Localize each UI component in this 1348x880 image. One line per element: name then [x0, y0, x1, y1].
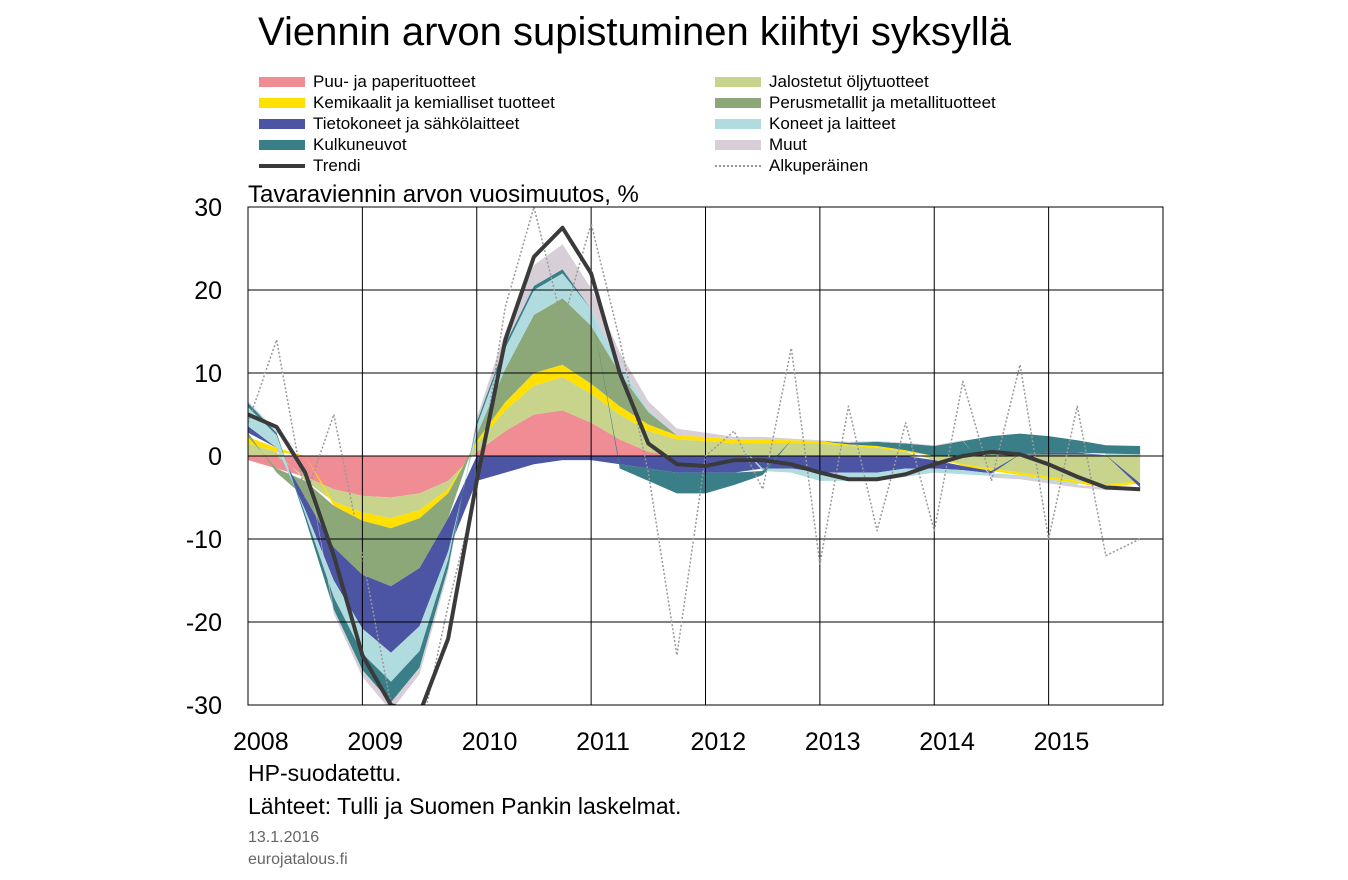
- legend-label: Puu- ja paperituotteet: [313, 72, 476, 91]
- x-tick-label: 2010: [462, 728, 518, 756]
- legend-label: Trendi: [313, 156, 361, 175]
- legend-label: Muut: [769, 135, 807, 154]
- x-tick-label: 2014: [919, 728, 975, 756]
- x-tick-label: 2013: [805, 728, 861, 756]
- filter-note: HP-suodatettu.: [248, 760, 402, 786]
- plot-area: [248, 244, 1141, 705]
- legend-item-tietokoneet-ja-sahkolaitteet: Tietokoneet ja sähkölaitteet: [259, 114, 519, 134]
- legend-label: Kemikaalit ja kemialliset tuotteet: [313, 93, 555, 112]
- x-tick-label: 2011: [576, 728, 630, 756]
- plot-frame: [247, 206, 1164, 706]
- y-tick-label: -20: [186, 609, 222, 637]
- legend-swatch: [715, 165, 761, 167]
- legend-swatch: [715, 140, 761, 150]
- legend-label: Tietokoneet ja sähkölaitteet: [313, 114, 520, 133]
- legend-label: Perusmetallit ja metallituotteet: [769, 93, 996, 112]
- legend-swatch: [259, 119, 305, 129]
- y-tick-label: 20: [194, 277, 222, 305]
- legend-swatch: [259, 140, 305, 150]
- legend-item-puu-ja-paperituotteet: Puu- ja paperituotteet: [259, 72, 476, 92]
- legend-swatch: [259, 77, 305, 87]
- chart-title: Viennin arvon supistuminen kiihtyi syksy…: [258, 10, 1011, 54]
- legend-item-koneet-ja-laitteet: Koneet ja laitteet: [715, 114, 896, 134]
- area-tietokoneet-ja-sahkolaitteet: [248, 426, 1141, 653]
- y-tick-label: -10: [186, 526, 222, 554]
- legend-swatch: [259, 164, 305, 168]
- legend-swatch: [715, 77, 761, 87]
- legend-item-trendi: Trendi: [259, 156, 361, 176]
- legend-item-alkuperainen: Alkuperäinen: [715, 156, 868, 176]
- legend-swatch: [715, 98, 761, 108]
- publish-date: 13.1.2016: [248, 829, 320, 846]
- y-tick-label: 0: [208, 443, 222, 471]
- y-tick-label: 30: [194, 194, 222, 222]
- x-tick-label: 2008: [233, 728, 289, 756]
- series-lines: [248, 207, 1141, 705]
- source-note: Lähteet: Tulli ja Suomen Pankin laskelma…: [248, 793, 682, 819]
- legend-label: Koneet ja laitteet: [769, 114, 896, 133]
- area-jalostetut-oljytuotteet: [248, 377, 1141, 519]
- legend-label: Kulkuneuvot: [313, 135, 407, 154]
- site-name: eurojatalous.fi: [248, 851, 348, 868]
- y-axis-label: Tavaraviennin arvon vuosimuutos, %: [248, 181, 639, 208]
- y-tick-label: 10: [194, 360, 222, 388]
- legend-item-jalostetut-oljytuotteet: Jalostetut öljytuotteet: [715, 72, 929, 92]
- x-tick-label: 2015: [1034, 728, 1090, 756]
- legend-item-kulkuneuvot: Kulkuneuvot: [259, 135, 407, 155]
- y-tick-label: -30: [186, 692, 222, 720]
- legend-item-muut: Muut: [715, 135, 807, 155]
- legend-label: Alkuperäinen: [769, 156, 869, 175]
- x-tick-label: 2012: [691, 728, 747, 756]
- legend-swatch: [259, 98, 305, 108]
- line-trendi: [248, 225, 1141, 705]
- legend-swatch: [715, 119, 761, 129]
- area-puu-ja-paperituotteet: [248, 410, 1141, 498]
- area-kulkuneuvot: [248, 269, 1141, 703]
- legend-item-kemikaalit-ja-kemialliset-tuotteet: Kemikaalit ja kemialliset tuotteet: [259, 93, 555, 113]
- x-tick-label: 2009: [347, 728, 403, 756]
- legend-item-perusmetallit-ja-metallituotteet: Perusmetallit ja metallituotteet: [715, 93, 996, 113]
- legend-label: Jalostetut öljytuotteet: [769, 72, 929, 91]
